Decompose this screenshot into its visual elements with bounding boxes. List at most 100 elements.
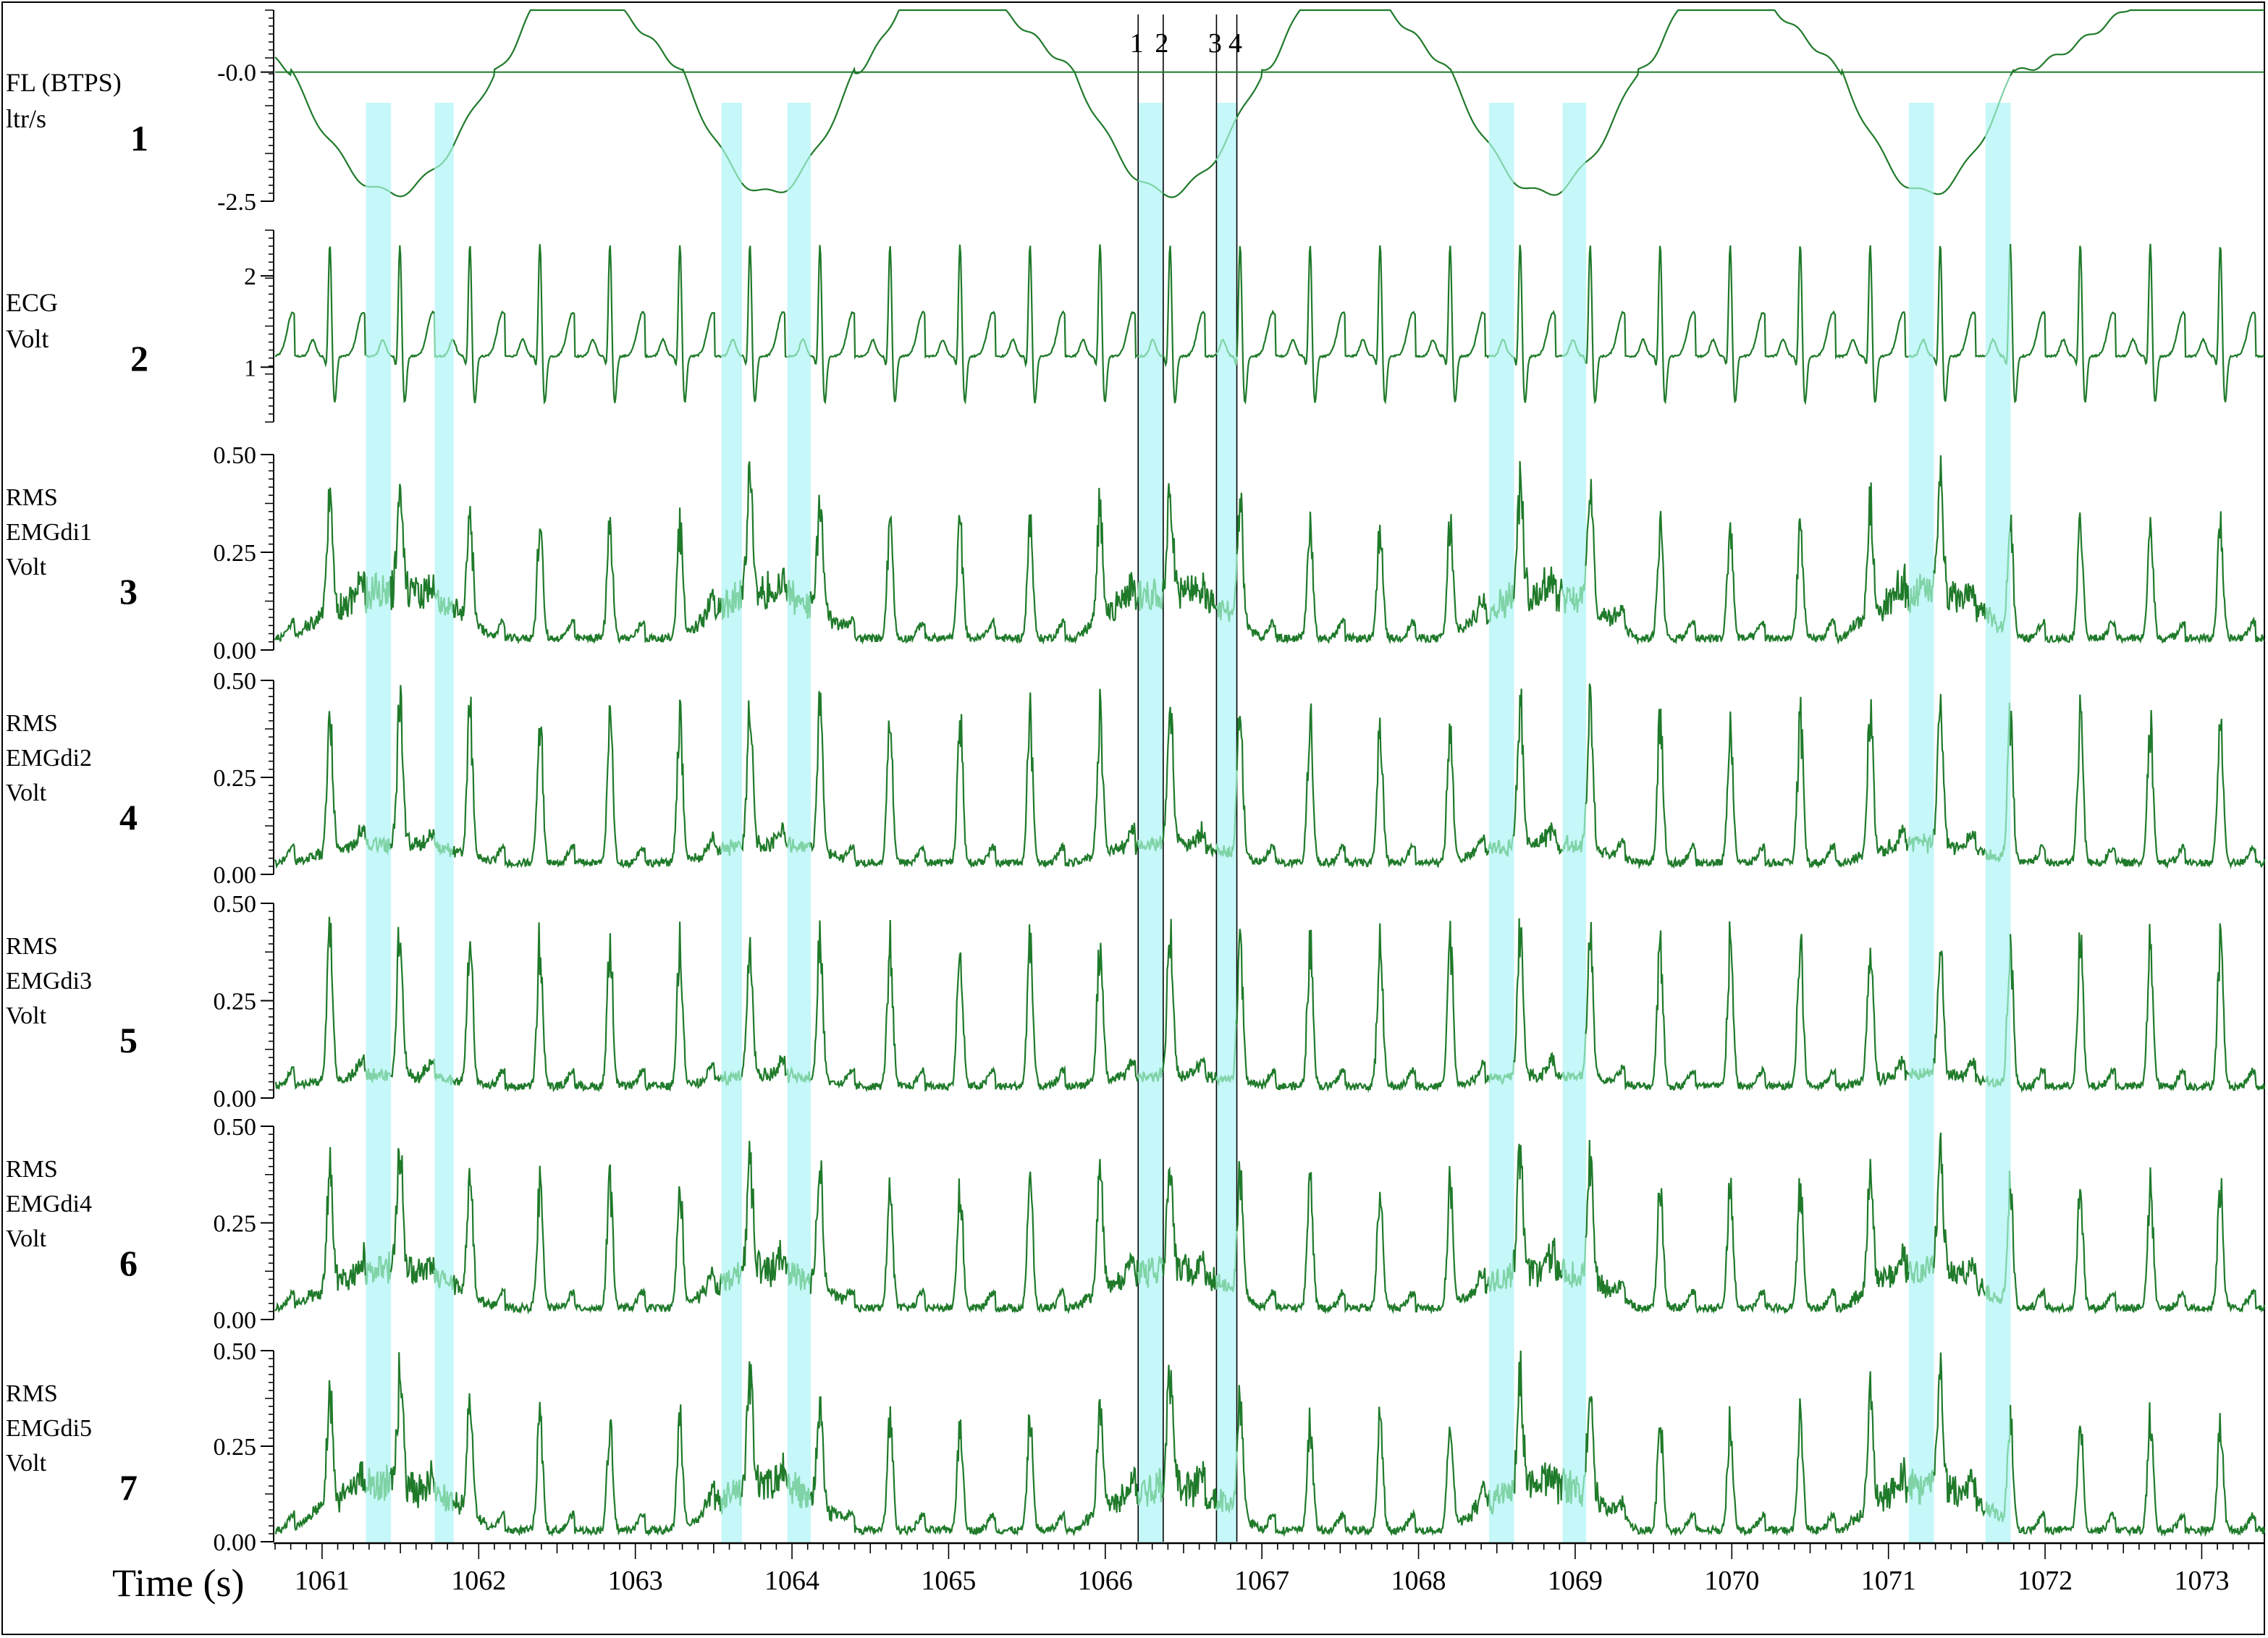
series-line xyxy=(720,1262,743,1293)
series-line xyxy=(1215,338,1238,366)
series-line xyxy=(365,339,392,358)
series-line xyxy=(741,700,788,853)
series-line xyxy=(1161,706,1218,858)
channel-name: EMGdi1 xyxy=(6,519,92,546)
series-line xyxy=(1513,688,1563,856)
series-line xyxy=(1215,1451,1238,1514)
series-line xyxy=(1236,492,1490,645)
series-line xyxy=(433,1058,455,1086)
series-line xyxy=(741,182,788,193)
series-line xyxy=(452,9,722,148)
series-line xyxy=(389,484,435,610)
series-line xyxy=(1236,1161,1490,1315)
series-line xyxy=(434,145,455,170)
series-line xyxy=(1137,1468,1164,1507)
channel-name: EMGdi2 xyxy=(6,745,92,772)
x-tick-label: 1072 xyxy=(2018,1566,2073,1596)
series-line xyxy=(1488,1479,1515,1515)
series-line xyxy=(741,245,788,402)
highlight-band xyxy=(721,103,742,1543)
series-line xyxy=(720,580,743,620)
series-line xyxy=(1162,245,1217,404)
series-line xyxy=(1984,702,2012,863)
series-line xyxy=(1137,180,1163,194)
y-tick-label: 1 xyxy=(244,355,256,381)
x-tick-label: 1063 xyxy=(608,1566,663,1596)
channel-label-4: RMS EMGdi2 Volt 4 xyxy=(6,710,138,837)
series-line xyxy=(1561,1468,1587,1507)
series-line xyxy=(1513,918,1563,1083)
series-line xyxy=(786,154,811,192)
series-line xyxy=(1215,554,1238,622)
series-line xyxy=(720,339,743,358)
y-tick-label: 0.00 xyxy=(214,1086,257,1113)
marker-label: 1 xyxy=(1130,28,1144,59)
x-tick-label: 1071 xyxy=(1861,1566,1916,1596)
x-axis: 1061 1062 1063 1064 1065 1066 1067 1068 1069 1070… xyxy=(274,1542,2265,1596)
series-line xyxy=(1933,245,1986,402)
series-line xyxy=(1561,803,1587,853)
series-line xyxy=(1908,1057,1935,1081)
channel-index: 2 xyxy=(130,338,148,379)
series-line xyxy=(720,1479,743,1514)
series-line xyxy=(1934,136,1986,195)
highlight-band xyxy=(1138,103,1163,1543)
series-line xyxy=(1236,1385,1490,1537)
series-line xyxy=(1933,1352,1986,1517)
series-line xyxy=(1137,1256,1164,1288)
series-line xyxy=(741,1141,788,1288)
series-line xyxy=(1984,531,2011,633)
y-axis-6: 0.50 0.25 0.00 xyxy=(214,1114,274,1334)
channel-index: 7 xyxy=(119,1467,138,1508)
channel-unit: Volt xyxy=(6,780,47,806)
y-tick-label: 0.25 xyxy=(214,1211,257,1238)
y-axis-3: 0.50 0.25 0.00 xyxy=(214,442,274,664)
channel-index: 4 xyxy=(119,797,138,837)
series-line xyxy=(1984,1405,2012,1523)
channel-index: 6 xyxy=(119,1243,138,1283)
series-line xyxy=(390,168,435,198)
series-line xyxy=(1488,339,1515,358)
series-line xyxy=(1985,244,2012,366)
series-line xyxy=(1933,950,1986,1086)
series-line xyxy=(365,1068,392,1083)
y-axis-7: 0.50 0.25 0.00 xyxy=(214,1338,274,1556)
series-line xyxy=(786,1472,811,1509)
series-line xyxy=(741,461,788,610)
channel-name: EMGdi5 xyxy=(6,1415,92,1442)
trace-5 xyxy=(274,916,2266,1094)
series-line xyxy=(2010,243,2265,404)
channel-name: RMS xyxy=(6,1156,58,1183)
x-tick-label: 1065 xyxy=(921,1566,976,1596)
series-line xyxy=(274,916,366,1090)
series-line xyxy=(389,1352,435,1508)
channel-label-7: RMS EMGdi5 Volt 7 xyxy=(6,1380,138,1508)
channel-label-5: RMS EMGdi3 Volt 5 xyxy=(6,933,138,1060)
series-line xyxy=(1513,1350,1563,1505)
y-tick-label: -2.5 xyxy=(217,189,256,216)
signal-traces xyxy=(274,9,2266,1537)
channel-name: EMGdi4 xyxy=(6,1191,92,1217)
series-line xyxy=(810,919,1139,1092)
x-tick-label: 1069 xyxy=(1548,1566,1603,1596)
y-tick-label: 0.50 xyxy=(214,891,257,918)
channel-index: 1 xyxy=(130,118,148,159)
series-line xyxy=(1561,565,1587,614)
series-line xyxy=(1907,1255,1935,1284)
channel-unit: Volt xyxy=(6,554,47,581)
series-line xyxy=(1907,1469,1935,1505)
channel-name: ECG xyxy=(6,288,58,317)
series-line xyxy=(741,1361,788,1500)
highlight-band xyxy=(434,103,454,1543)
series-line xyxy=(1488,582,1515,622)
series-line xyxy=(1215,1019,1238,1086)
series-line xyxy=(1561,161,1587,193)
series-line xyxy=(1236,703,1490,869)
series-line xyxy=(274,56,366,187)
x-tick-label: 1067 xyxy=(1234,1566,1289,1596)
series-line xyxy=(452,244,722,405)
series-line xyxy=(2010,694,2266,869)
series-line xyxy=(364,572,392,614)
series-line xyxy=(786,1261,811,1294)
channel-unit: Volt xyxy=(6,1450,47,1477)
